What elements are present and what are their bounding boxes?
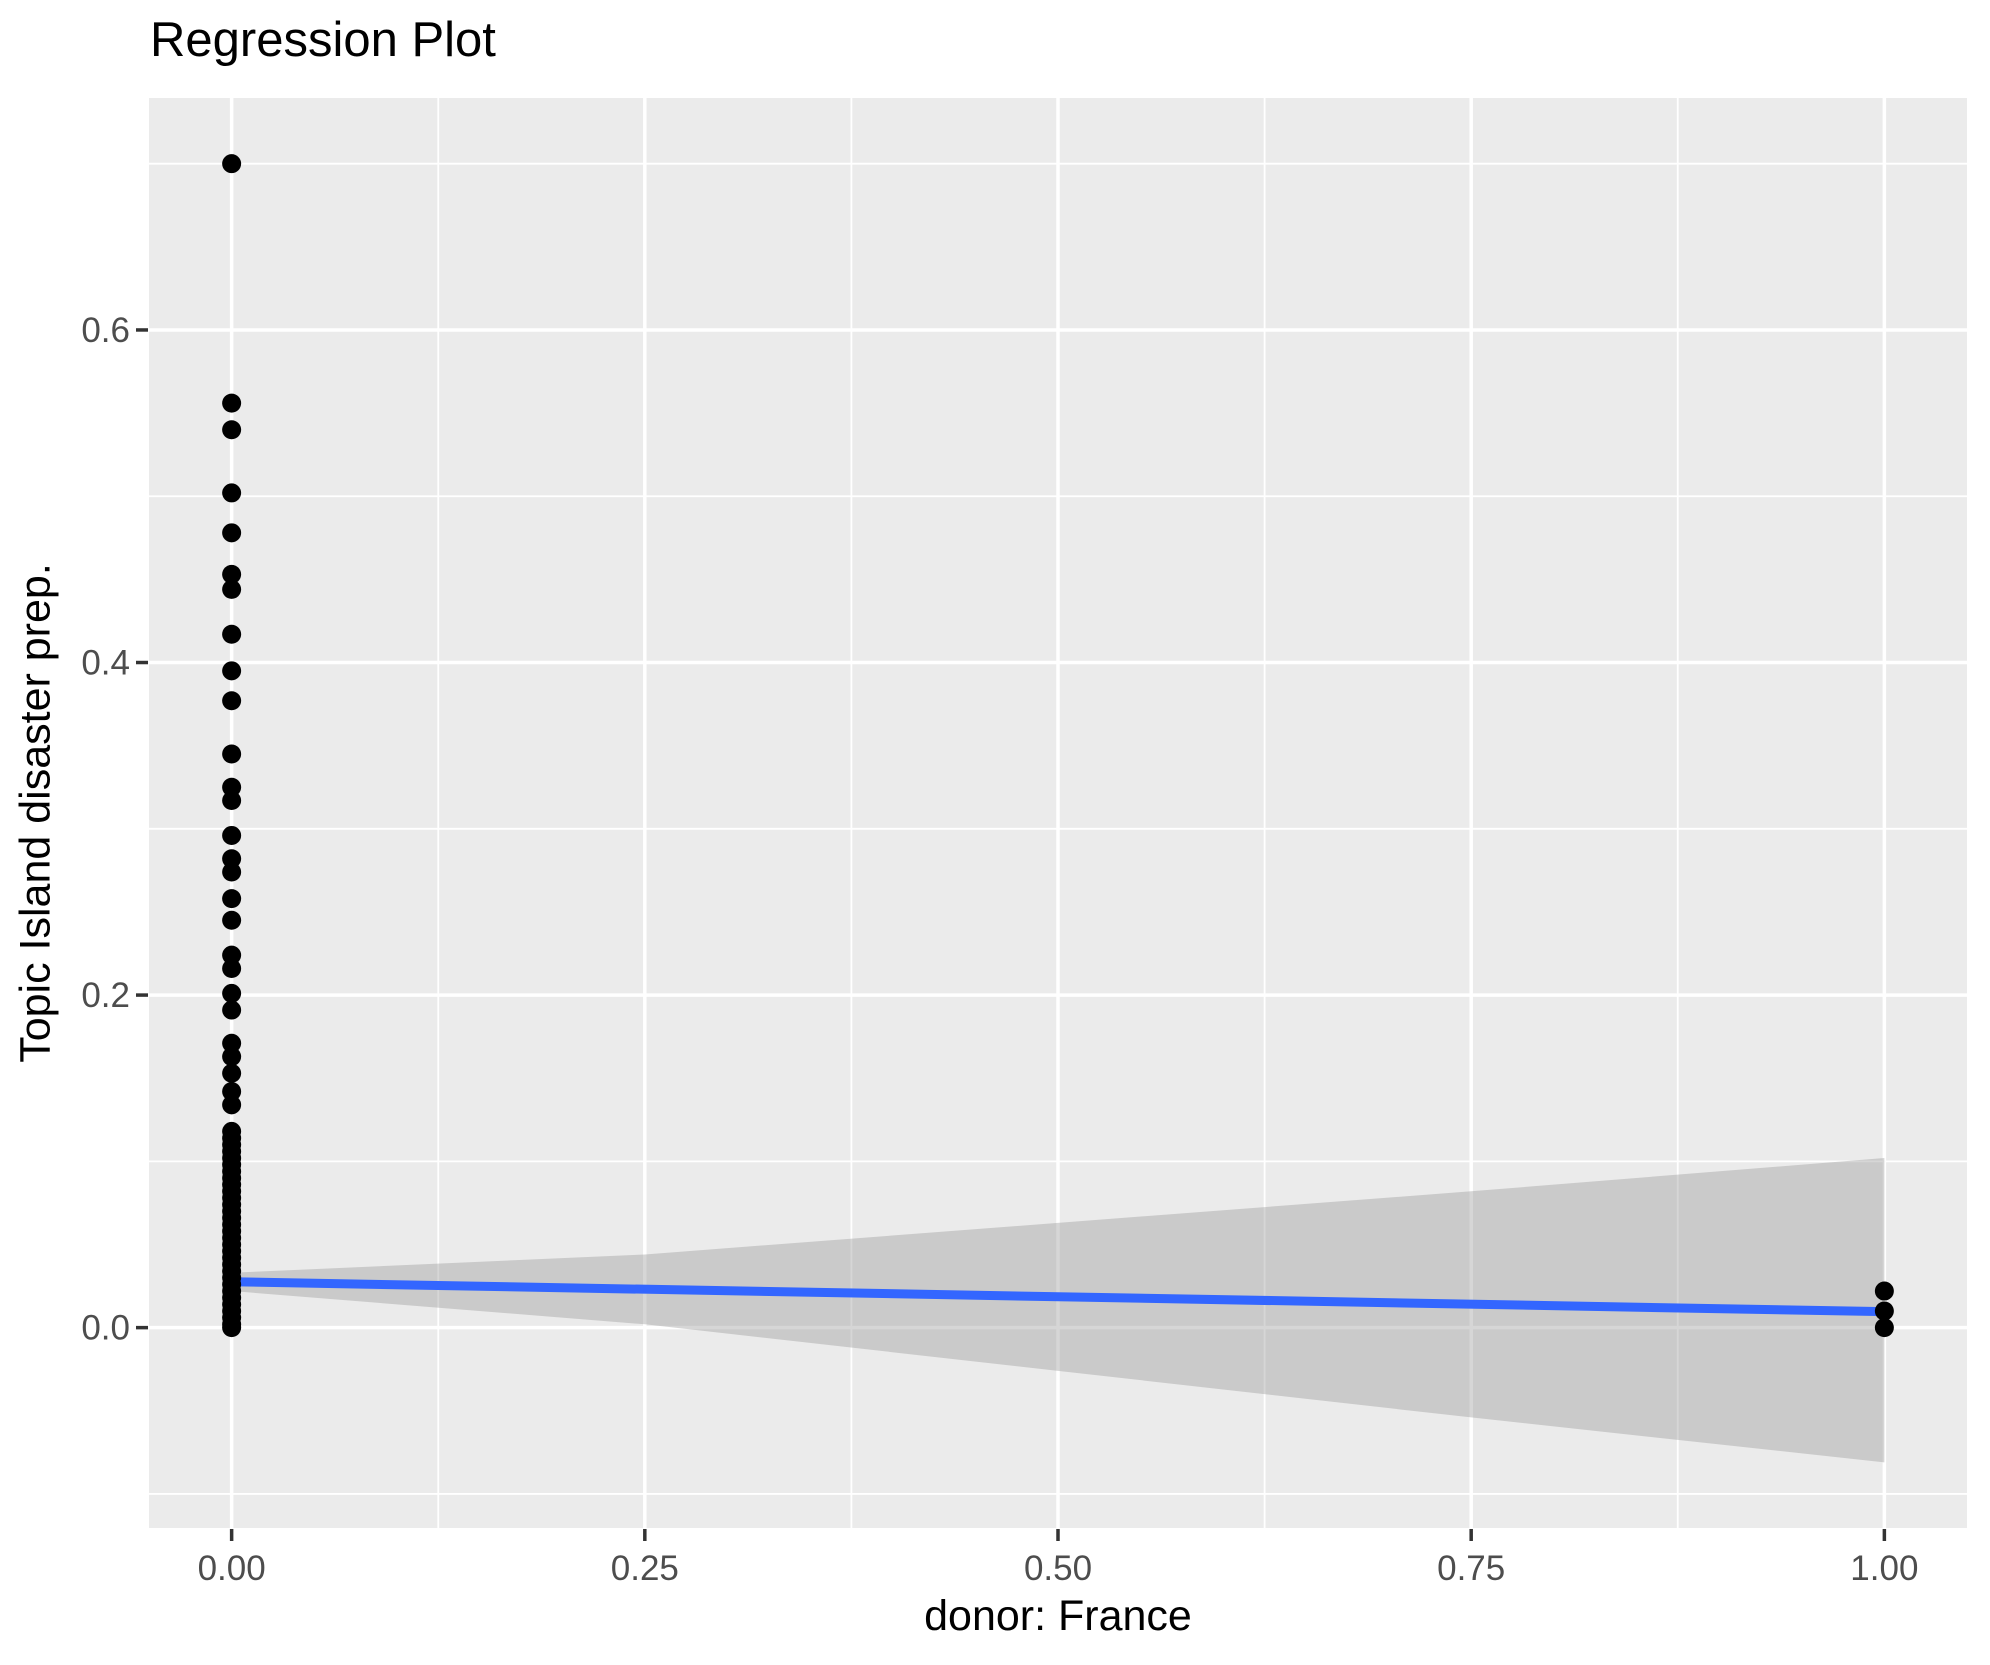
y-tick-label: 0.2 bbox=[81, 976, 130, 1015]
y-tick-label: 0.0 bbox=[81, 1309, 130, 1348]
scatter-point bbox=[222, 791, 242, 811]
x-tick-label: 0.00 bbox=[198, 1549, 266, 1588]
scatter-point bbox=[1874, 1318, 1894, 1338]
scatter-point bbox=[222, 624, 242, 644]
scatter-point bbox=[222, 579, 242, 599]
scatter-point bbox=[1874, 1281, 1894, 1301]
scatter-point bbox=[222, 825, 242, 845]
scatter-point bbox=[222, 420, 242, 440]
y-tick-label: 0.4 bbox=[81, 644, 130, 683]
regression-line bbox=[231, 1277, 1885, 1317]
scatter-point bbox=[222, 483, 242, 503]
x-tick-label: 0.75 bbox=[1437, 1549, 1505, 1588]
scatter-point bbox=[222, 1095, 242, 1115]
x-tick-label: 1.00 bbox=[1850, 1549, 1918, 1588]
scatter-point bbox=[222, 1082, 242, 1102]
x-axis-title: donor: France bbox=[924, 1592, 1192, 1640]
scatter-point bbox=[222, 849, 242, 869]
scatter-point bbox=[222, 862, 242, 882]
scatter-point bbox=[222, 393, 242, 413]
scatter-point bbox=[222, 691, 242, 711]
x-tick-label: 0.50 bbox=[1024, 1549, 1092, 1588]
scatter-point bbox=[222, 945, 242, 965]
scatter-point bbox=[222, 1033, 242, 1053]
y-tick-label: 0.6 bbox=[81, 311, 130, 350]
scatter-point bbox=[222, 154, 242, 174]
scatter-point bbox=[222, 889, 242, 909]
scatter-point bbox=[222, 958, 242, 978]
x-tick-label: 0.25 bbox=[611, 1549, 679, 1588]
scatter-point bbox=[222, 1000, 242, 1020]
scatter-point bbox=[222, 1063, 242, 1083]
scatter-point bbox=[1874, 1301, 1894, 1321]
scatter-point bbox=[222, 910, 242, 930]
scatter-point bbox=[222, 1318, 242, 1338]
scatter-point bbox=[222, 564, 242, 584]
scatter-point bbox=[222, 1047, 242, 1067]
confidence-band bbox=[231, 1158, 1885, 1463]
scatter-point bbox=[222, 777, 242, 797]
scatter-point bbox=[222, 523, 242, 543]
scatter-point bbox=[222, 983, 242, 1003]
scatter-point bbox=[222, 661, 242, 681]
plot-title: Regression Plot bbox=[150, 13, 496, 67]
scatter-point bbox=[222, 744, 242, 764]
